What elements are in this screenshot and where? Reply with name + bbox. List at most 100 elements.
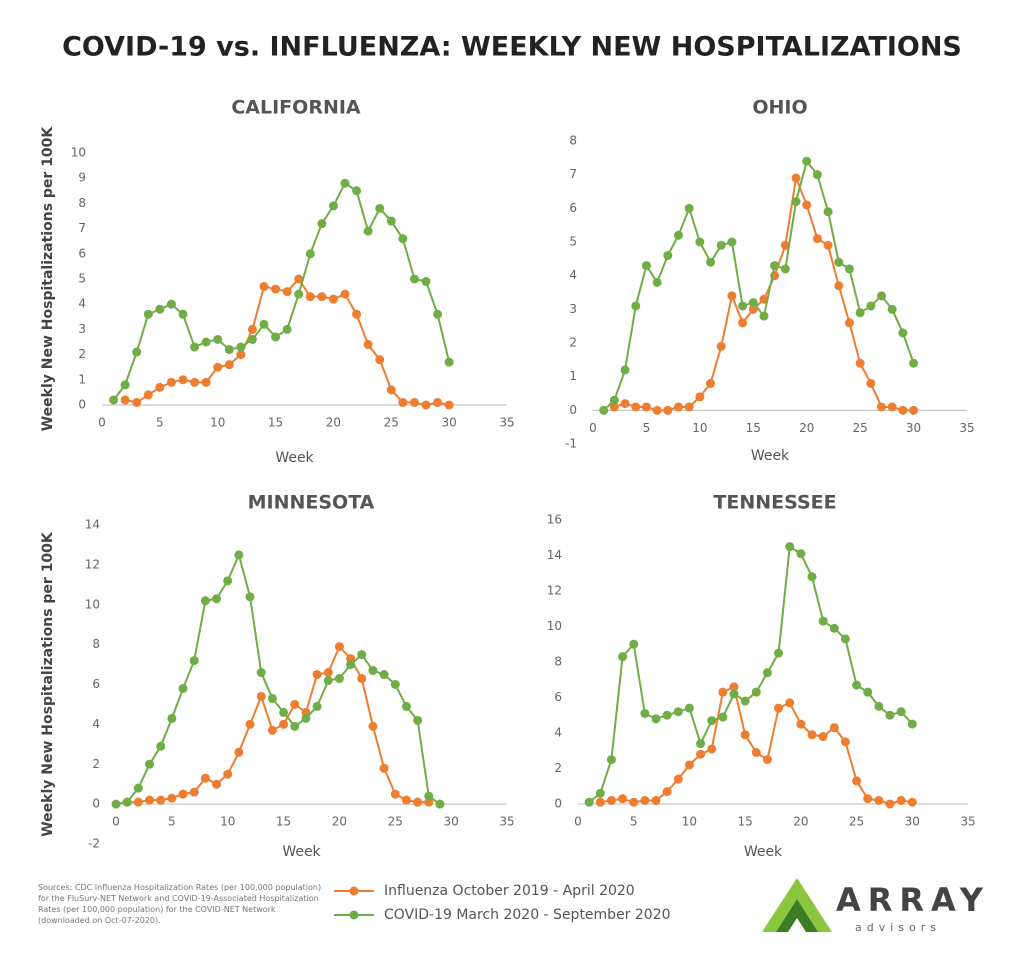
data-point (145, 795, 155, 805)
data-point (855, 358, 865, 368)
x-tick-label: 5 (168, 815, 176, 829)
data-point (323, 676, 333, 686)
data-point (271, 284, 281, 294)
data-point (267, 725, 277, 735)
data-point (706, 378, 716, 388)
data-point (224, 360, 234, 370)
logo-mark (762, 878, 832, 932)
data-point (236, 342, 246, 352)
x-tick-label: 0 (574, 815, 582, 829)
data-point (340, 289, 350, 299)
data-point (855, 308, 865, 318)
data-point (718, 687, 728, 697)
data-point (352, 186, 362, 196)
data-point (166, 377, 176, 387)
data-point (201, 377, 211, 387)
data-point (785, 542, 795, 552)
data-point (352, 309, 362, 319)
x-tick-label: 5 (643, 421, 651, 435)
data-point (433, 397, 443, 407)
chart-title: MINNESOTA (248, 492, 375, 514)
legend-marker (349, 910, 359, 920)
data-point (259, 319, 269, 329)
y-tick-label: 4 (92, 717, 100, 731)
y-tick-label: 2 (554, 761, 562, 775)
y-tick-label: 5 (78, 272, 86, 286)
logo-mark (776, 899, 818, 932)
data-point (390, 789, 400, 799)
data-point (812, 234, 822, 244)
data-point (398, 234, 408, 244)
data-point (729, 682, 739, 692)
y-tick-label: 3 (78, 322, 86, 336)
data-point (375, 203, 385, 213)
data-point (898, 328, 908, 338)
data-point (386, 216, 396, 226)
x-tick-label: 35 (959, 421, 974, 435)
chart-title: TENNESSEE (713, 492, 836, 514)
y-tick-label: -1 (565, 437, 577, 451)
y-tick-label: -2 (88, 837, 100, 851)
data-point (595, 797, 605, 807)
data-point (444, 357, 454, 367)
series-line (602, 159, 915, 412)
x-tick-label: 5 (630, 815, 638, 829)
data-point (663, 405, 673, 415)
data-point (379, 670, 389, 680)
data-point (812, 170, 822, 180)
data-point (301, 713, 311, 723)
data-point (684, 402, 694, 412)
y-tick-label: 3 (569, 302, 577, 316)
y-tick-label: 0 (78, 398, 86, 412)
y-tick-label: 2 (92, 757, 100, 771)
x-tick-label: 15 (268, 416, 283, 430)
data-point (796, 549, 806, 559)
data-point (780, 240, 790, 250)
series-line (614, 174, 914, 412)
data-point (178, 309, 188, 319)
data-point (651, 714, 661, 724)
data-point (245, 719, 255, 729)
y-tick-label: 6 (78, 246, 86, 260)
data-point (236, 350, 246, 360)
series-line (112, 181, 451, 401)
x-tick-label: 30 (905, 815, 920, 829)
y-tick-label: 7 (78, 221, 86, 235)
data-point (200, 773, 210, 783)
data-point (887, 402, 897, 412)
data-point (279, 707, 289, 717)
data-point (290, 699, 300, 709)
data-point (200, 596, 210, 606)
data-point (716, 341, 726, 351)
data-point (111, 799, 121, 809)
x-tick-label: 25 (388, 815, 403, 829)
x-tick-label: 25 (849, 815, 864, 829)
data-point (684, 703, 694, 713)
data-point (155, 382, 165, 392)
y-tick-label: 8 (78, 196, 86, 210)
data-point (834, 257, 844, 267)
data-point (189, 787, 199, 797)
data-point (898, 405, 908, 415)
x-tick-label: 0 (589, 421, 597, 435)
y-tick-label: 5 (569, 235, 577, 249)
chart-title: OHIO (752, 97, 807, 119)
data-point (629, 797, 639, 807)
logo-name: ARRAY (836, 881, 990, 919)
x-tick-label: 10 (210, 416, 225, 430)
data-point (651, 795, 661, 805)
y-tick-label: 4 (569, 268, 577, 282)
legend: Influenza October 2019 - April 2020 COVI… (334, 883, 671, 923)
data-point (421, 277, 431, 287)
data-point (748, 304, 758, 314)
data-point (695, 237, 705, 247)
y-tick-label: 12 (547, 584, 562, 598)
data-point (877, 402, 887, 412)
x-tick-label: 20 (332, 815, 347, 829)
data-point (866, 301, 876, 311)
y-tick-label: 6 (554, 690, 562, 704)
data-point (234, 747, 244, 757)
y-tick-label: 6 (92, 677, 100, 691)
data-point (823, 240, 833, 250)
